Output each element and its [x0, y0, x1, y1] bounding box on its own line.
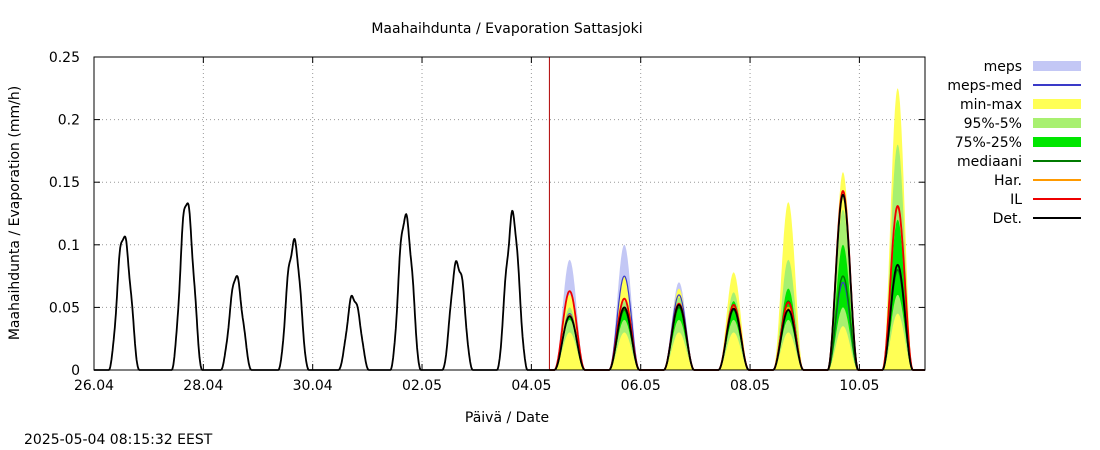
legend: meps meps-med min-max 95%-5% 75%-25% mediaani…	[947, 59, 1081, 227]
timestamp: 2025-05-04 08:15:32 EEST	[24, 432, 213, 448]
legend-swatch	[1033, 137, 1081, 147]
band-75-25--day-4	[718, 301, 749, 370]
legend-label: IL	[1010, 192, 1022, 208]
legend-label: Det.	[993, 211, 1022, 227]
plot-frame	[93, 56, 926, 371]
y-tick-label: 0.15	[49, 175, 80, 191]
x-tick-label: 02.05	[402, 378, 442, 394]
y-tick-label: 0.25	[49, 50, 80, 66]
x-tick-label: 10.05	[839, 378, 879, 394]
legend-label: 75%-25%	[955, 135, 1022, 151]
legend-label: meps	[984, 59, 1022, 75]
band-75-25--day-3	[663, 303, 695, 370]
band-95-5--day-4	[718, 292, 749, 370]
x-tick-label: 04.05	[511, 378, 551, 394]
legend-swatch	[1033, 61, 1081, 71]
series-lines	[93, 190, 926, 371]
x-axis-label: Päivä / Date	[465, 410, 549, 426]
y-tick-label: 0	[71, 363, 80, 379]
legend-label: 95%-5%	[964, 116, 1022, 132]
grid	[94, 57, 925, 370]
band-95-5--day-1	[554, 307, 585, 370]
axis-ticks: 0 0.05 0.1 0.15 0.2 0.25 26.04 28.04 30.04 02.05 0…	[49, 50, 925, 394]
y-tick-label: 0.2	[58, 113, 80, 129]
series-line-observed	[93, 202, 550, 371]
x-tick-label: 08.05	[730, 378, 770, 394]
band-75-25--day-6	[827, 244, 859, 370]
band-75-25--day-7	[882, 219, 913, 370]
chart-title: Maahaihdunta / Evaporation Sattasjoki	[371, 21, 642, 37]
legend-label: mediaani	[957, 154, 1022, 170]
x-tick-label: 06.05	[621, 378, 661, 394]
legend-label: Har.	[994, 173, 1022, 189]
x-tick-label: 26.04	[74, 378, 114, 394]
y-tick-label: 0.05	[49, 300, 80, 316]
x-tick-label: 30.04	[293, 378, 333, 394]
x-tick-label: 28.04	[183, 378, 223, 394]
plot-border	[93, 56, 926, 371]
legend-label: min-max	[960, 97, 1022, 113]
y-axis-label: Maahaihdunta / Evaporation (mm/h)	[7, 86, 23, 340]
legend-swatch	[1033, 118, 1081, 128]
legend-swatch	[1033, 99, 1081, 109]
legend-label: meps-med	[947, 78, 1022, 94]
band-75-25--day-5	[773, 288, 804, 370]
bands	[548, 57, 913, 371]
y-tick-label: 0.1	[58, 238, 80, 254]
